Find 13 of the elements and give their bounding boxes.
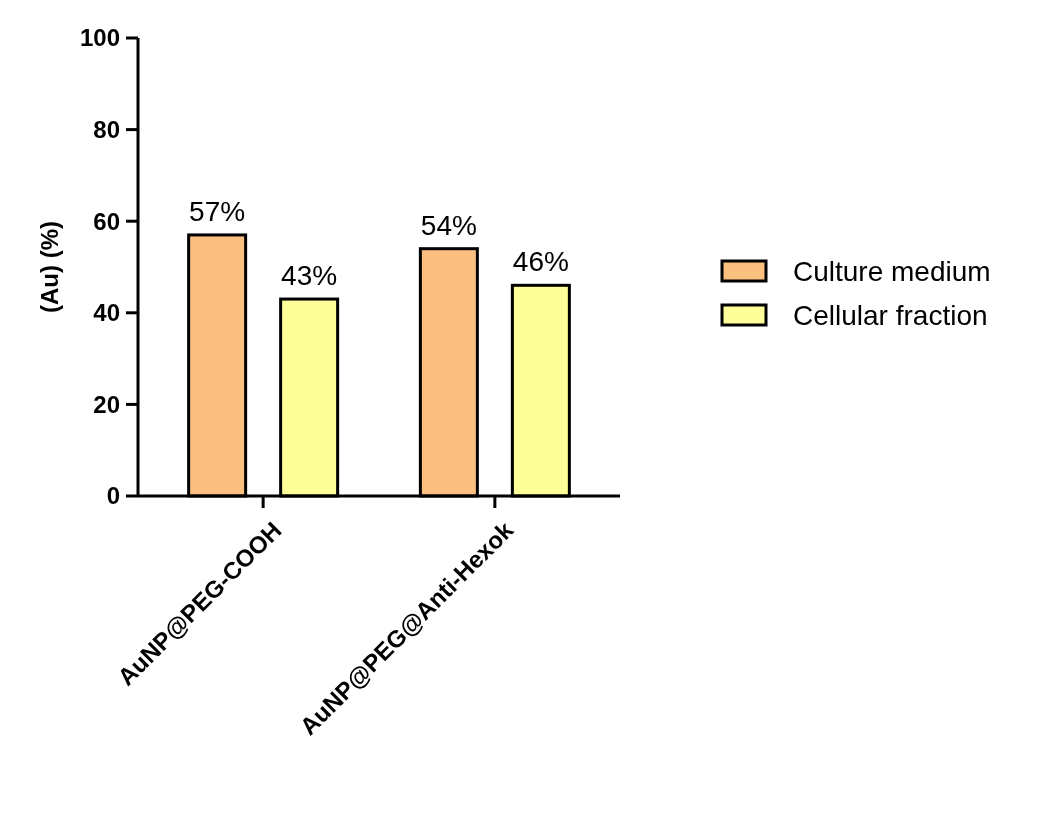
y-tick-label: 60 — [93, 207, 120, 235]
data-label: 43% — [281, 260, 338, 292]
y-tick-label: 20 — [93, 390, 120, 418]
y-axis-title: (Au) (%) — [36, 221, 63, 313]
data-label: 57% — [189, 195, 246, 227]
data-label: 46% — [512, 246, 569, 278]
data-label: 54% — [420, 209, 477, 241]
y-tick-label: 80 — [93, 116, 120, 143]
legend-label: Culture medium — [793, 255, 991, 287]
y-tick-label: 0 — [106, 482, 120, 510]
y-tick-label: 40 — [93, 299, 120, 327]
legend-label: Cellular fraction — [793, 299, 988, 331]
y-tick-label: 100 — [79, 24, 120, 52]
